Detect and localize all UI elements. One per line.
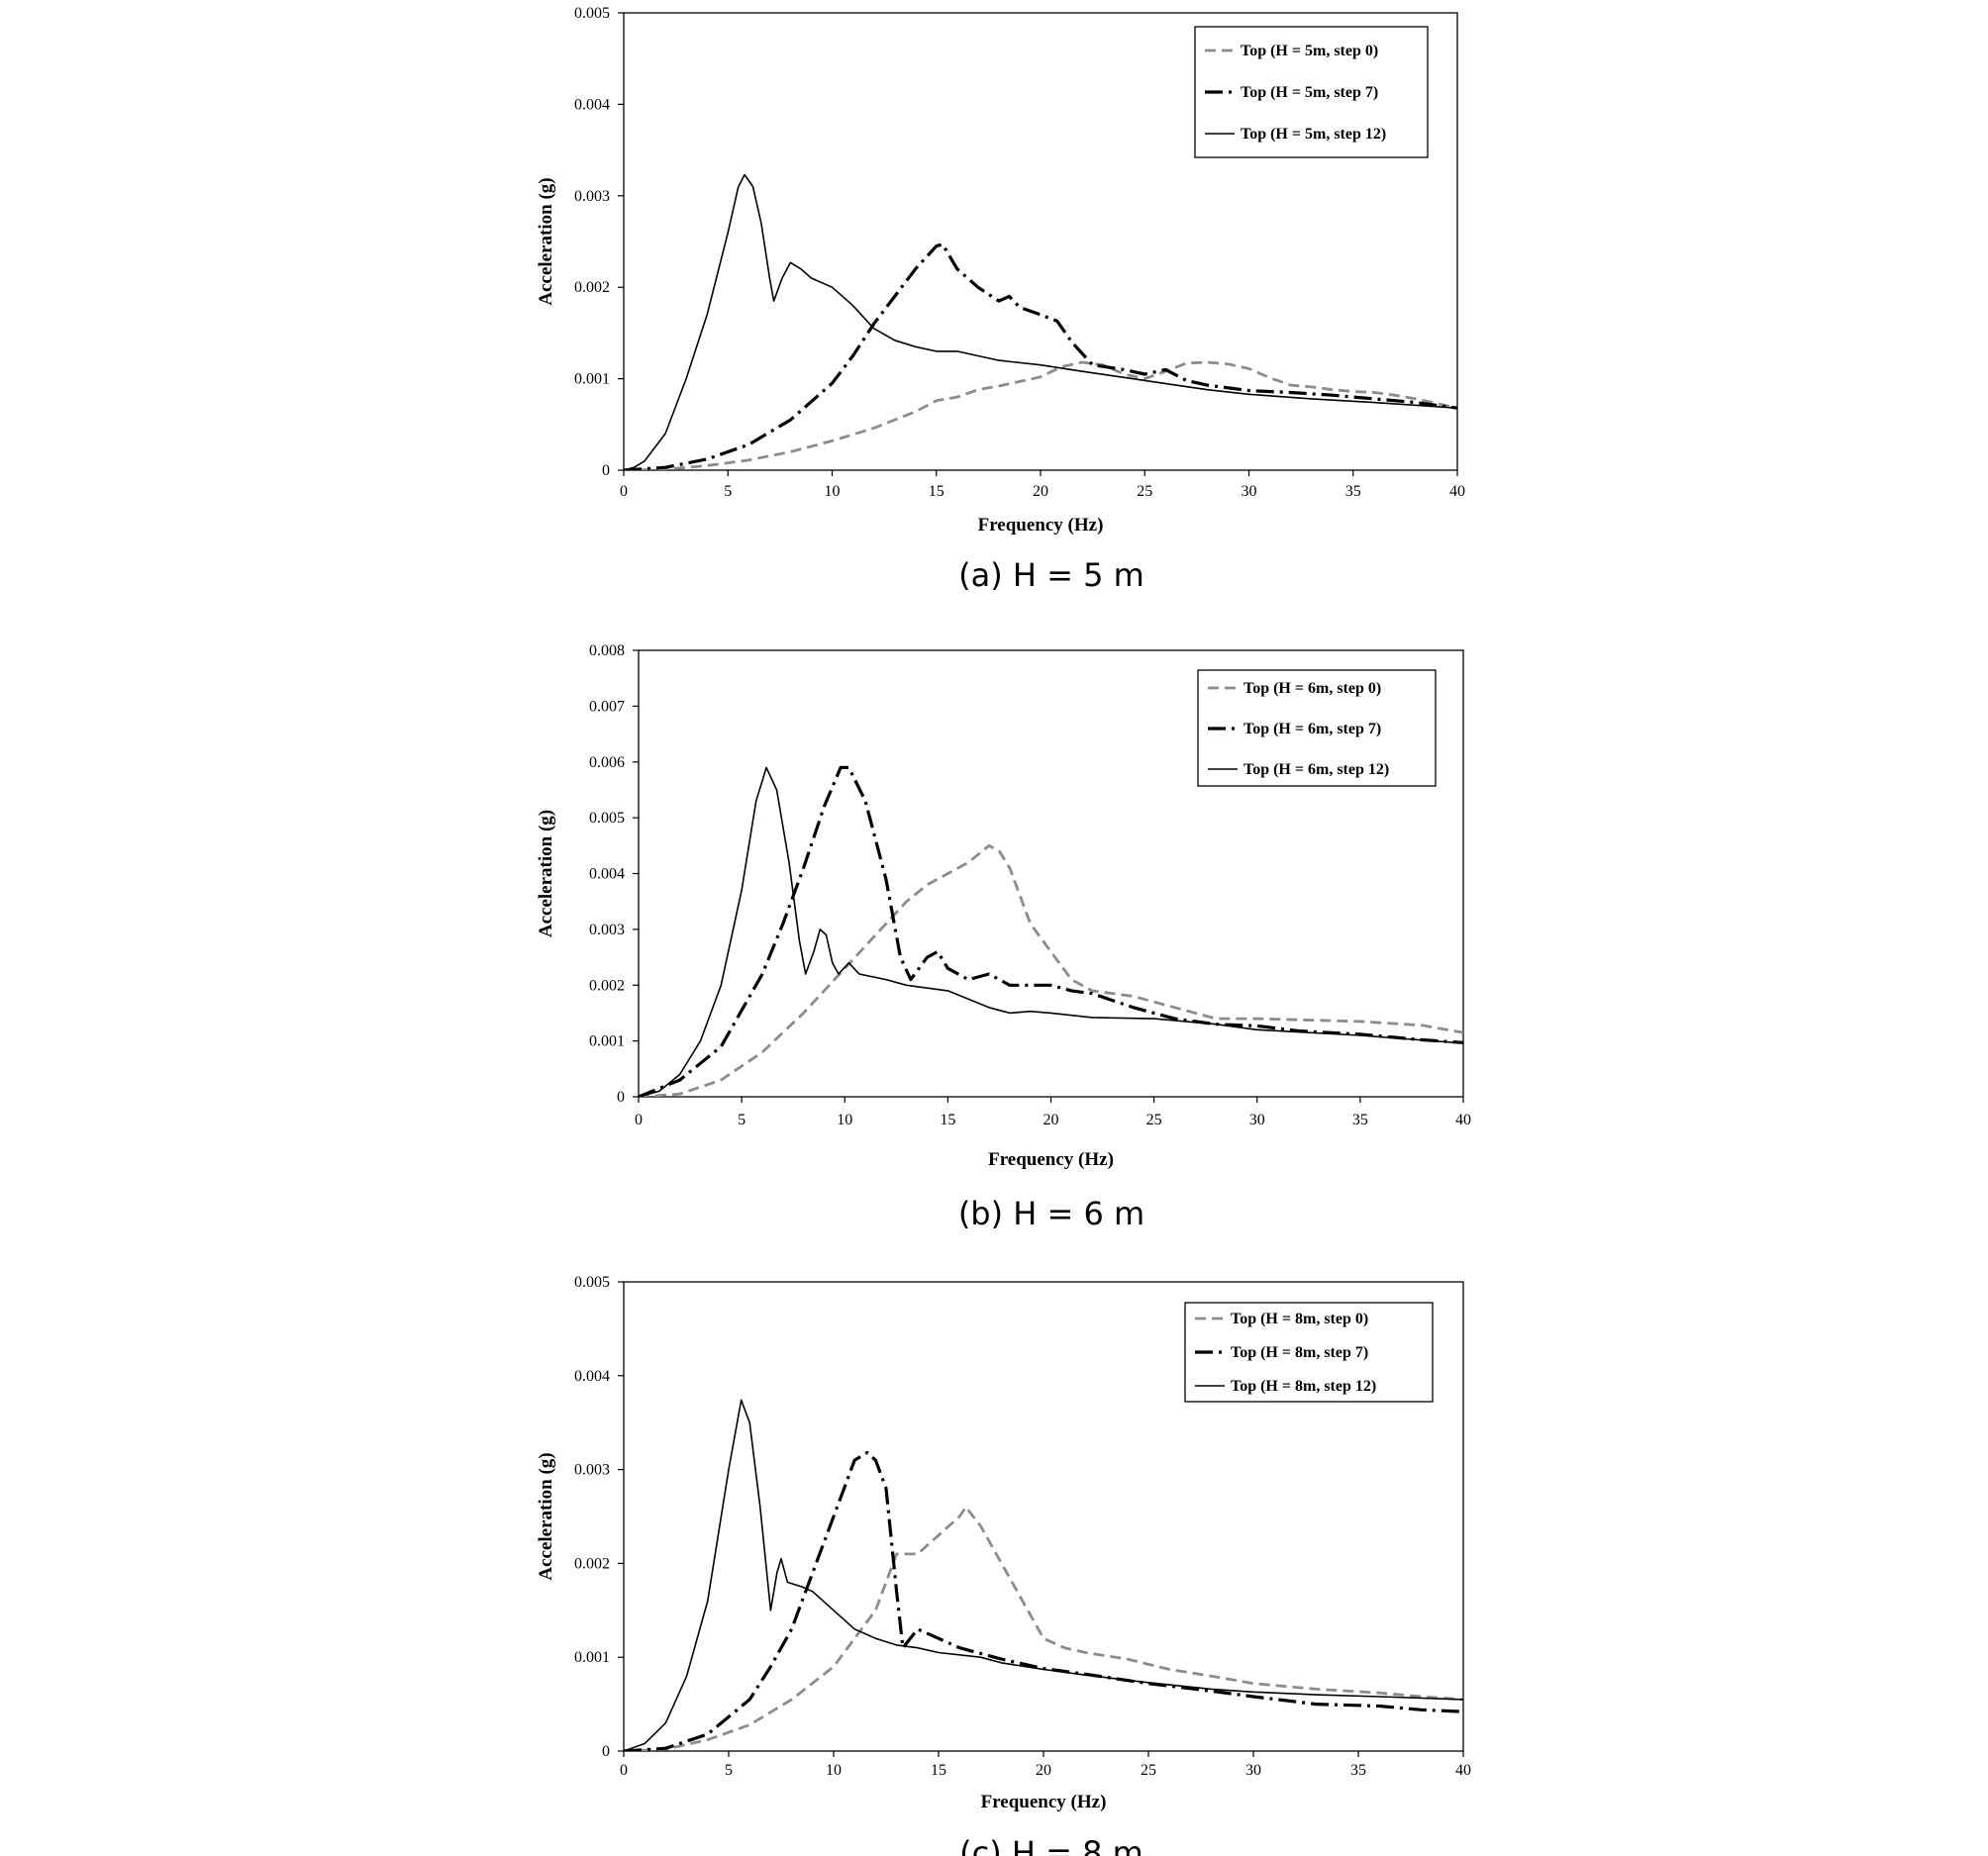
y-tick-label: 0 bbox=[617, 1089, 625, 1106]
y-tick-label: 0.008 bbox=[589, 642, 625, 659]
x-tick-label: 15 bbox=[929, 483, 944, 500]
x-tick-label: 40 bbox=[1455, 1762, 1471, 1779]
x-tick-label: 5 bbox=[725, 1762, 733, 1779]
series-line-solid bbox=[624, 1399, 1463, 1751]
series-line-dash-dot bbox=[624, 1450, 1463, 1751]
y-tick-label: 0.006 bbox=[589, 754, 625, 771]
y-tick-label: 0.003 bbox=[574, 188, 610, 205]
x-tick-label: 5 bbox=[738, 1112, 746, 1128]
x-tick-label: 15 bbox=[931, 1762, 946, 1779]
x-axis-label: Frequency (Hz) bbox=[978, 515, 1104, 536]
y-tick-label: 0.001 bbox=[589, 1033, 625, 1050]
y-tick-label: 0.004 bbox=[589, 866, 625, 883]
x-axis-label: Frequency (Hz) bbox=[988, 1149, 1114, 1170]
y-tick-label: 0.002 bbox=[574, 279, 610, 296]
x-tick-label: 25 bbox=[1141, 1762, 1156, 1779]
y-tick-label: 0 bbox=[602, 462, 610, 479]
series-line-dashed bbox=[639, 843, 1463, 1097]
legend-box bbox=[1194, 26, 1429, 158]
chart-caption: (b) H = 6 m bbox=[958, 1195, 1144, 1232]
legend-entry-label: Top (H = 5m, step 0) bbox=[1241, 43, 1378, 59]
legend-box bbox=[1197, 669, 1437, 787]
series-line-solid bbox=[639, 766, 1463, 1097]
x-tick-label: 20 bbox=[1036, 1762, 1051, 1779]
legend-entry-label: Top (H = 5m, step 7) bbox=[1241, 84, 1378, 101]
y-tick-label: 0.005 bbox=[589, 810, 625, 827]
y-tick-label: 0.001 bbox=[574, 371, 610, 388]
chart-a: 0 5 10 15 20 25 30 35 40 0 0.001 0.002 0.003 0.004 0.0… bbox=[536, 5, 1465, 594]
series-line-dash-dot bbox=[639, 765, 1463, 1097]
y-tick-label: 0.005 bbox=[574, 5, 610, 22]
x-tick-label: 30 bbox=[1249, 1112, 1265, 1128]
legend-entry-label: Top (H = 8m, step 12) bbox=[1231, 1378, 1376, 1395]
chart-c: 0 5 10 15 20 25 30 35 40 0 0.001 0.002 0.003 0.004 0.0… bbox=[536, 1274, 1471, 1856]
legend-entry-label: Top (H = 5m, step 12) bbox=[1241, 126, 1386, 143]
legend-entry-label: Top (H = 8m, step 7) bbox=[1231, 1344, 1368, 1361]
y-tick-label: 0.002 bbox=[574, 1555, 610, 1572]
y-tick-label: 0.007 bbox=[589, 698, 625, 715]
x-tick-label: 20 bbox=[1033, 483, 1048, 500]
series-line-dashed bbox=[624, 1506, 1463, 1751]
y-tick-label: 0.004 bbox=[574, 1368, 610, 1385]
x-tick-label: 5 bbox=[724, 483, 732, 500]
legend-entry-label: Top (H = 8m, step 0) bbox=[1231, 1311, 1368, 1327]
x-tick-label: 20 bbox=[1044, 1112, 1059, 1128]
x-tick-label: 10 bbox=[826, 1762, 842, 1779]
x-tick-label: 0 bbox=[620, 483, 628, 500]
x-tick-label: 0 bbox=[620, 1762, 628, 1779]
x-tick-label: 25 bbox=[1146, 1112, 1162, 1128]
x-tick-label: 10 bbox=[837, 1112, 852, 1128]
series-line-dashed bbox=[624, 360, 1457, 470]
x-tick-label: 0 bbox=[635, 1112, 643, 1128]
legend-box bbox=[1184, 1302, 1434, 1403]
x-tick-label: 10 bbox=[825, 483, 841, 500]
x-tick-label: 35 bbox=[1352, 1112, 1368, 1128]
series-line-dash-dot bbox=[624, 243, 1457, 470]
legend-entry-label: Top (H = 6m, step 0) bbox=[1243, 680, 1381, 697]
y-tick-label: 0.005 bbox=[574, 1274, 610, 1291]
y-axis-label: Acceleration (g) bbox=[536, 810, 556, 937]
x-tick-label: 40 bbox=[1449, 483, 1465, 500]
y-axis-label: Acceleration (g) bbox=[536, 1452, 556, 1580]
x-tick-label: 15 bbox=[940, 1112, 955, 1128]
y-tick-label: 0 bbox=[602, 1743, 610, 1760]
chart-caption: (a) H = 5 m bbox=[958, 556, 1144, 594]
series-line-solid bbox=[624, 173, 1457, 470]
y-tick-label: 0.003 bbox=[574, 1462, 610, 1479]
x-tick-label: 35 bbox=[1345, 483, 1361, 500]
chart-caption: (c) H = 8 m bbox=[959, 1834, 1143, 1856]
y-tick-label: 0.004 bbox=[574, 96, 610, 113]
y-tick-label: 0.003 bbox=[589, 922, 625, 938]
chart-b: 0 5 10 15 20 25 30 35 40 0 0.001 0.002 0.003 0.004 0.0… bbox=[536, 642, 1471, 1232]
x-axis-label: Frequency (Hz) bbox=[981, 1792, 1107, 1812]
y-tick-label: 0.002 bbox=[589, 977, 625, 994]
x-tick-label: 25 bbox=[1137, 483, 1152, 500]
y-tick-label: 0.001 bbox=[574, 1649, 610, 1666]
y-axis-label: Acceleration (g) bbox=[536, 177, 556, 305]
x-tick-label: 30 bbox=[1245, 1762, 1261, 1779]
x-tick-label: 30 bbox=[1242, 483, 1257, 500]
x-tick-label: 40 bbox=[1455, 1112, 1471, 1128]
legend-entry-label: Top (H = 6m, step 7) bbox=[1243, 721, 1381, 737]
legend-entry-label: Top (H = 6m, step 12) bbox=[1243, 761, 1389, 778]
x-tick-label: 35 bbox=[1350, 1762, 1366, 1779]
